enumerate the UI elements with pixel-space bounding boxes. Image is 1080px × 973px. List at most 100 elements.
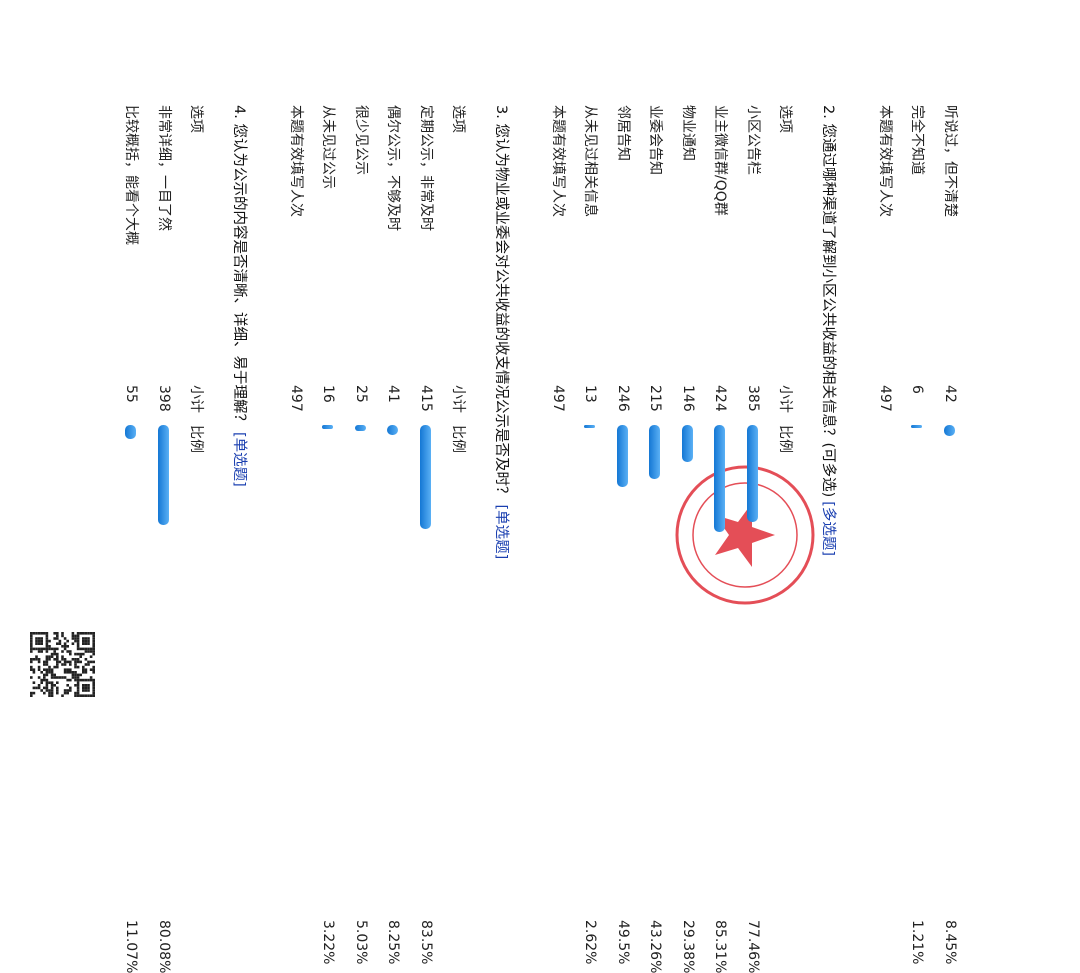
qr-module <box>66 689 69 692</box>
qr-module <box>53 652 56 656</box>
qr-module <box>50 673 54 677</box>
qr-module <box>84 639 88 643</box>
qr-module <box>55 676 59 679</box>
percent-bar <box>682 425 693 462</box>
qr-module <box>61 658 64 661</box>
qr-module <box>68 671 72 674</box>
qr-module <box>42 632 46 635</box>
qr-module <box>81 684 85 687</box>
qr-module <box>61 632 64 635</box>
qr-module <box>76 689 80 692</box>
qr-module <box>55 665 59 669</box>
page-root: 听说过，但不清楚 42 8.45% 完全不知道 6 1.21% 本题有效填写人次 497 2. … <box>29 105 958 973</box>
qr-module <box>74 665 77 669</box>
percent-bar <box>322 425 334 430</box>
qr-module <box>76 658 80 661</box>
option-label: 小区公告栏 <box>745 105 761 175</box>
qr-module <box>37 684 41 687</box>
qr-module <box>74 691 77 695</box>
qr-module <box>92 684 95 687</box>
qr-module <box>63 637 67 640</box>
qr-module <box>55 632 59 635</box>
qr-module <box>32 686 36 690</box>
qr-module <box>32 681 36 685</box>
qr-module <box>68 660 72 664</box>
option-label: 比较概括，能看个大概 <box>123 105 140 245</box>
qr-module <box>58 676 62 679</box>
qr-module <box>29 660 33 664</box>
percent-bar <box>617 425 628 487</box>
qr-module <box>66 650 69 653</box>
qr-module <box>45 647 49 651</box>
percent-label: 1.21% <box>909 920 926 965</box>
option-label: 听说过，但不清楚 <box>942 105 958 217</box>
total-label: 本题有效填写人次 <box>877 105 893 217</box>
qr-module <box>40 689 43 692</box>
option-label: 很少见公示 <box>353 105 369 175</box>
qr-module <box>53 676 56 679</box>
qr-module <box>89 647 93 651</box>
qr-module <box>40 647 43 651</box>
qr-module <box>87 639 90 643</box>
qr-module <box>68 689 72 692</box>
qr-module <box>61 650 64 653</box>
qr-module <box>58 642 62 646</box>
question-title: 2. 您通过哪种渠道了解到小区公共收益的相关信息？(可多选) [多选题] <box>820 105 838 556</box>
qr-module <box>92 671 95 674</box>
qr-module <box>74 678 77 682</box>
option-label: 定期公示，非常及时 <box>418 105 434 231</box>
qr-module <box>63 689 67 692</box>
qr-module <box>87 637 90 640</box>
count: 13 <box>582 385 599 403</box>
qr-module <box>40 632 43 635</box>
qr-module <box>42 686 46 690</box>
qr-module <box>53 658 56 661</box>
question-text: 3. 您认为物业或业委会对公共收益的收支情况公示是否及时？ <box>493 105 510 501</box>
qr-module <box>45 663 49 666</box>
percent-bar <box>944 425 955 436</box>
qr-module <box>45 634 49 638</box>
qr-module <box>76 642 80 646</box>
qr-module <box>76 673 80 677</box>
qr-module <box>74 694 77 698</box>
option-label: 物业通知 <box>680 105 696 161</box>
qr-module <box>74 639 77 643</box>
qr-module <box>50 689 54 692</box>
qr-module <box>50 694 54 698</box>
column-header: 比例 <box>188 425 205 453</box>
qr-module <box>37 658 41 661</box>
qr-module <box>92 647 95 651</box>
count: 41 <box>385 385 402 403</box>
qr-module <box>40 650 43 653</box>
percent-label: 80.08% <box>156 920 172 973</box>
qr-module <box>53 647 56 651</box>
qr-module <box>45 639 49 643</box>
qr-module <box>92 691 95 695</box>
qr-module <box>87 660 90 664</box>
qr-module <box>79 678 82 682</box>
qr-module <box>92 642 95 646</box>
percent-label: 3.22% <box>320 920 337 965</box>
qr-module <box>89 678 93 682</box>
qr-module <box>55 658 59 661</box>
qr-module <box>29 639 33 643</box>
qr-module <box>81 686 85 690</box>
qr-module <box>87 694 90 698</box>
column-header: 小计 <box>188 385 205 413</box>
column-header: 比例 <box>777 425 794 453</box>
qr-module <box>71 673 75 677</box>
qr-module <box>45 684 49 687</box>
qr-module <box>45 678 49 682</box>
qr-module <box>76 694 80 698</box>
qr-module <box>71 632 75 635</box>
qr-module <box>76 665 80 669</box>
question-type-tag: [单选题] <box>231 431 248 487</box>
qr-module <box>53 637 56 640</box>
count: 215 <box>647 385 664 412</box>
qr-module <box>45 668 49 672</box>
qr-module <box>61 676 64 679</box>
qr-module <box>76 645 80 648</box>
qr-module <box>74 671 77 674</box>
percent-bar <box>584 425 596 429</box>
qr-module <box>37 660 41 664</box>
